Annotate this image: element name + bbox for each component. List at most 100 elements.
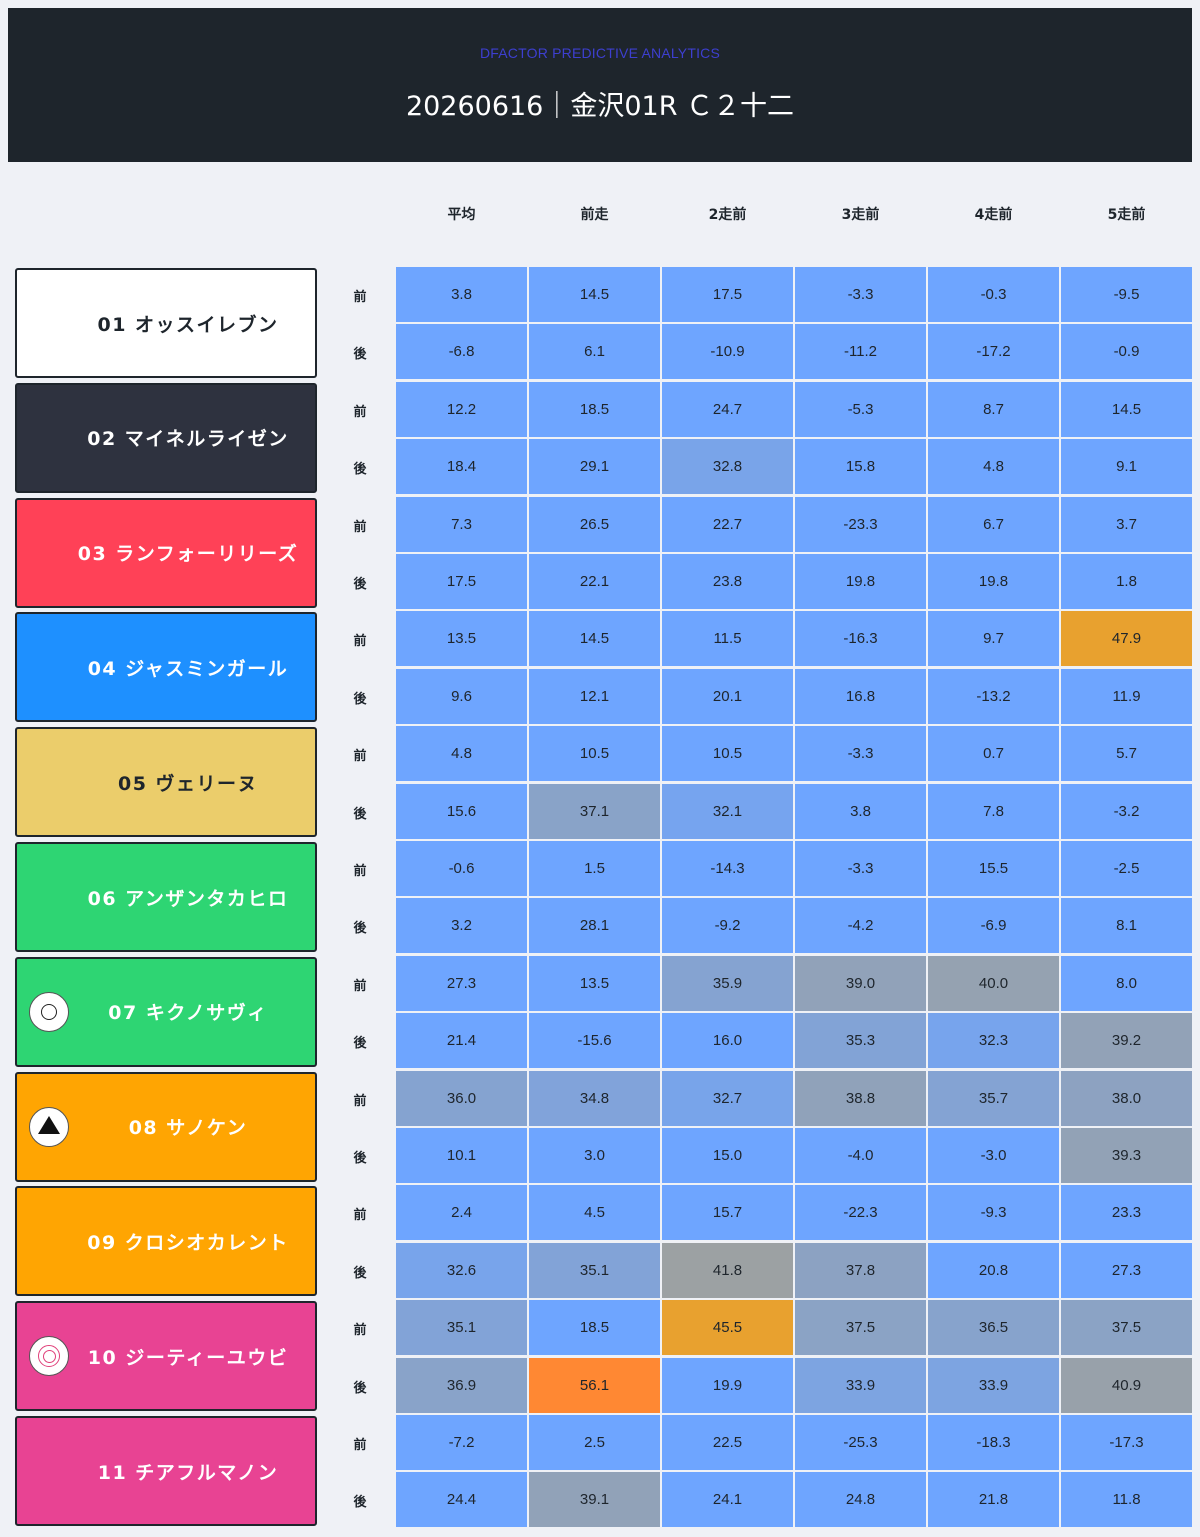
table-cell: 5.7 <box>1061 726 1192 782</box>
horse-card[interactable]: 08 サノケン <box>15 1071 317 1182</box>
horse-card[interactable]: 07 キクノサヴィ <box>15 956 317 1067</box>
horse-card[interactable]: 01 オッスイレブン <box>15 268 317 378</box>
table-cell: 32.8 <box>662 439 793 495</box>
table-cell: 16.0 <box>662 1013 793 1069</box>
table-cell: -5.3 <box>795 381 926 437</box>
row-label-back: 後 <box>353 1265 367 1281</box>
table-cell: -6.8 <box>396 324 527 380</box>
table-cell: 10.5 <box>529 726 660 782</box>
table-cell: 47.9 <box>1061 611 1192 667</box>
table-cell: 41.8 <box>662 1242 793 1298</box>
table-cell: 22.5 <box>662 1415 793 1470</box>
table-cell: 39.0 <box>795 955 926 1011</box>
horse-card[interactable]: 03 ランフォーリリーズ <box>15 497 317 608</box>
table-cell: 20.1 <box>662 668 793 724</box>
table-cell: 9.7 <box>928 611 1059 667</box>
table-cell: -10.9 <box>662 324 793 380</box>
table-cell: 1.5 <box>529 841 660 896</box>
table-cell: 24.1 <box>662 1472 793 1528</box>
table-cell: 18.5 <box>529 1300 660 1356</box>
horse-name: 05 ヴェリーヌ <box>117 772 259 795</box>
table-cell: 10.5 <box>662 726 793 782</box>
row-label-front: 前 <box>353 749 367 765</box>
horse-card[interactable]: 10 ジーティーユウビ <box>15 1301 317 1412</box>
horse-name: 09 クロシオカレント <box>87 1231 289 1254</box>
horse-name: 03 ランフォーリリーズ <box>77 543 299 566</box>
row-label-back: 後 <box>353 1151 367 1166</box>
table-cell: -0.6 <box>396 841 527 896</box>
horse-card[interactable]: 04 ジャスミンガール <box>15 612 317 723</box>
horse-card[interactable]: 11 チアフルマノン <box>15 1416 317 1526</box>
row-label-back: 後 <box>353 806 367 822</box>
table-cell: 39.2 <box>1061 1013 1192 1069</box>
table-cell: 45.5 <box>662 1300 793 1356</box>
table-cell: -2.5 <box>1061 841 1192 896</box>
table-cell: 36.5 <box>928 1300 1059 1356</box>
table-cell: 56.1 <box>529 1357 660 1413</box>
table-cell: 15.5 <box>928 841 1059 896</box>
column-header: 2走前 <box>708 207 747 223</box>
table-cell: 37.8 <box>795 1242 926 1298</box>
table-cell: -18.3 <box>928 1415 1059 1470</box>
table-cell: 2.4 <box>396 1185 527 1241</box>
table-cell: 28.1 <box>529 898 660 954</box>
table-cell: 13.5 <box>396 611 527 667</box>
row-label-back: 後 <box>353 1380 367 1396</box>
table-cell: 34.8 <box>529 1070 660 1126</box>
table-cell: -9.5 <box>1061 267 1192 322</box>
table-cell: -9.3 <box>928 1185 1059 1241</box>
table-cell: 6.1 <box>529 324 660 380</box>
table-cell: -25.3 <box>795 1415 926 1470</box>
table-cell: 11.8 <box>1061 1472 1192 1528</box>
table-cell: 19.8 <box>928 554 1059 609</box>
table-cell: 15.8 <box>795 439 926 495</box>
table-cell: 9.6 <box>396 668 527 724</box>
column-header: 前走 <box>580 207 609 223</box>
table-cell: 17.5 <box>396 554 527 609</box>
table-cell: 35.3 <box>795 1013 926 1069</box>
table-cell: 4.8 <box>396 726 527 782</box>
table-cell: 24.8 <box>795 1472 926 1528</box>
table-cell: 37.5 <box>795 1300 926 1356</box>
table-cell: 11.9 <box>1061 668 1192 724</box>
row-label-front: 前 <box>353 519 367 535</box>
horse-card[interactable]: 06 アンザンタカヒロ <box>15 842 317 952</box>
table-cell: 16.8 <box>795 668 926 724</box>
table-cell: 1.8 <box>1061 554 1192 609</box>
table-cell: -11.2 <box>795 324 926 380</box>
table-cell: 7.3 <box>396 496 527 552</box>
row-label-front: 前 <box>353 634 367 650</box>
table-cell: 4.5 <box>529 1185 660 1241</box>
row-label-front: 前 <box>353 1208 367 1224</box>
table-cell: 26.5 <box>529 496 660 552</box>
table-cell: 33.9 <box>795 1357 926 1413</box>
table-cell: 15.6 <box>396 783 527 839</box>
row-label-back: 後 <box>353 921 367 937</box>
horse-name: 01 オッスイレブン <box>97 313 279 336</box>
table-cell: 38.8 <box>795 1070 926 1126</box>
table-cell: 7.8 <box>928 783 1059 839</box>
horse-card[interactable]: 02 マイネルライゼン <box>15 382 317 493</box>
horse-name: 07 キクノサヴィ <box>108 1002 268 1025</box>
column-header: 3走前 <box>841 207 880 223</box>
row-label-back: 後 <box>353 1495 367 1511</box>
table-cell: -23.3 <box>795 496 926 552</box>
horse-card[interactable]: 05 ヴェリーヌ <box>15 727 317 838</box>
table-cell: 27.3 <box>1061 1242 1192 1298</box>
table-cell: 13.5 <box>529 955 660 1011</box>
row-label-front: 前 <box>353 290 367 305</box>
horse-card[interactable]: 09 クロシオカレント <box>15 1186 317 1297</box>
table-cell: 32.3 <box>928 1013 1059 1069</box>
table-cell: 19.8 <box>795 554 926 609</box>
column-header: 平均 <box>447 207 476 223</box>
table-cell: 24.4 <box>396 1472 527 1528</box>
table-cell: 4.8 <box>928 439 1059 495</box>
table-cell: 14.5 <box>529 611 660 667</box>
table-cell: 23.8 <box>662 554 793 609</box>
table-cell: 37.5 <box>1061 1300 1192 1356</box>
table-cell: 35.1 <box>529 1242 660 1298</box>
row-label-front: 前 <box>353 404 367 420</box>
table-cell: 36.9 <box>396 1357 527 1413</box>
table-cell: 9.1 <box>1061 439 1192 495</box>
table-cell: 20.8 <box>928 1242 1059 1298</box>
